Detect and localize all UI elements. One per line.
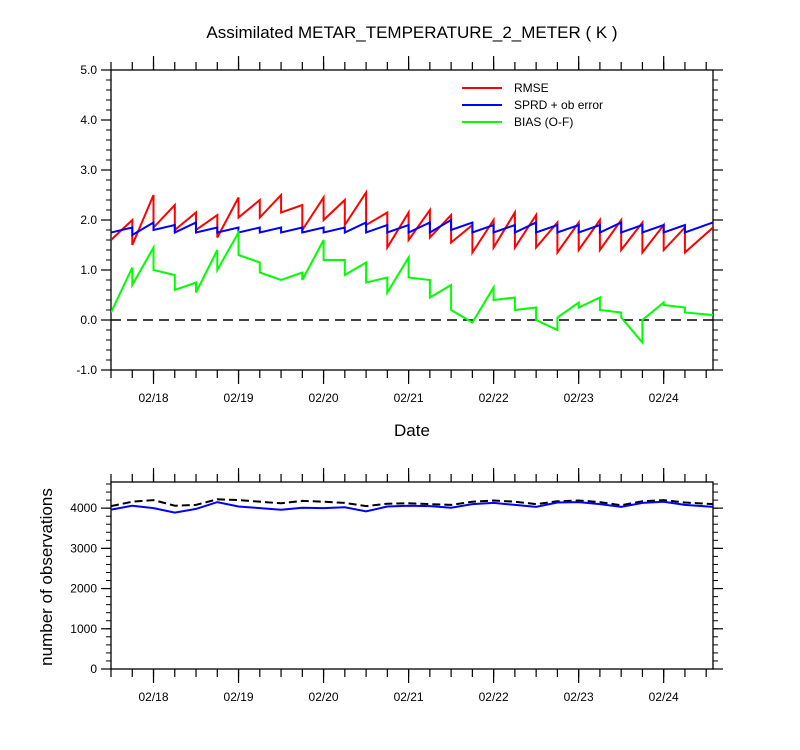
x-tick-label: 02/23 xyxy=(564,391,594,405)
y-tick-label: 0 xyxy=(90,662,97,676)
series-line-sprd-ob-error xyxy=(111,218,713,237)
x-tick-label: 02/21 xyxy=(394,391,424,405)
legend-label: RMSE xyxy=(514,81,549,95)
x-tick-label: 02/24 xyxy=(649,690,679,704)
top-panel: 02/18 02/19 02/20 02/21 02/22 02/23 02/24 -1.0 0… xyxy=(76,56,723,405)
y-minor-ticks xyxy=(106,483,718,670)
y-tick-label: 4000 xyxy=(70,501,97,515)
x-axis-label: Date xyxy=(394,421,430,440)
series-line-bias-o-f xyxy=(111,228,713,346)
x-tick-label: 02/23 xyxy=(564,690,594,704)
legend-entry: BIAS (O-F) xyxy=(462,115,573,129)
series-line-rmse xyxy=(111,189,713,256)
y-tick-label: 4.0 xyxy=(80,113,97,127)
legend-entry: SPRD + ob error xyxy=(462,98,603,112)
series-line-assimilated-observations xyxy=(111,500,713,514)
y-tick-label: 2000 xyxy=(70,582,97,596)
plot-frame xyxy=(110,69,714,371)
y-tick-label: 1.0 xyxy=(80,263,97,277)
y-tick-label: 0.0 xyxy=(80,313,97,327)
y-tick-label: 5.0 xyxy=(80,63,97,77)
x-tick-label: 02/20 xyxy=(309,391,339,405)
x-tick-label: 02/18 xyxy=(138,690,168,704)
y-tick-label: -1.0 xyxy=(76,363,97,377)
x-tick-label: 02/20 xyxy=(309,690,339,704)
series-line-possible-observations xyxy=(111,498,713,508)
y-minor-ticks xyxy=(106,69,718,371)
x-tick-label: 02/19 xyxy=(224,690,254,704)
legend-label: SPRD + ob error xyxy=(514,98,603,112)
x-tick-label: 02/21 xyxy=(394,690,424,704)
x-tick-label: 02/22 xyxy=(479,391,509,405)
y-tick-label: 2.0 xyxy=(80,213,97,227)
x-tick-label: 02/18 xyxy=(138,391,168,405)
x-tick-label: 02/24 xyxy=(649,391,679,405)
bottom-panel: 02/18 02/19 02/20 02/21 02/22 02/23 02/24 0 1000… xyxy=(70,468,723,704)
x-tick-label: 02/19 xyxy=(224,391,254,405)
y-tick-label: 1000 xyxy=(70,622,97,636)
chart-title: Assimilated METAR_TEMPERATURE_2_METER ( … xyxy=(206,23,617,42)
y-axis-label-observations: number of observations xyxy=(37,488,56,666)
plot-frame xyxy=(110,481,714,670)
legend-label: BIAS (O-F) xyxy=(514,115,573,129)
y-tick-label: 3000 xyxy=(70,541,97,555)
y-tick-label: 3.0 xyxy=(80,163,97,177)
legend: RMSE SPRD + ob error BIAS (O-F) xyxy=(462,81,603,129)
x-tick-label: 02/22 xyxy=(479,690,509,704)
legend-entry: RMSE xyxy=(462,81,549,95)
